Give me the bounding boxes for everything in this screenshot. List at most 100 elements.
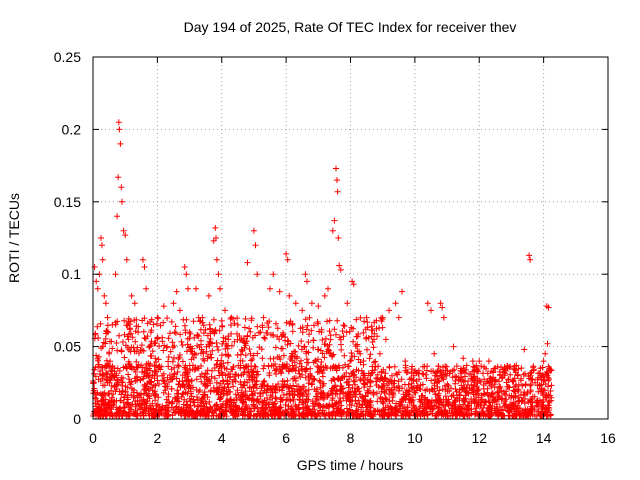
data-point <box>215 367 222 374</box>
data-point <box>299 307 306 314</box>
data-point <box>163 396 170 403</box>
data-point <box>149 412 156 419</box>
data-point <box>270 410 276 417</box>
data-point <box>336 262 343 269</box>
data-point <box>167 330 173 337</box>
data-point <box>121 394 128 401</box>
data-point <box>283 319 290 326</box>
data-point <box>317 384 324 391</box>
data-point <box>131 317 138 324</box>
data-point <box>414 384 421 391</box>
data-point <box>260 379 267 385</box>
data-point <box>380 398 387 405</box>
data-point <box>548 394 555 401</box>
x-tick-label: 12 <box>471 430 487 446</box>
data-point <box>338 386 345 393</box>
data-point <box>263 399 270 406</box>
data-point <box>103 327 110 334</box>
data-point <box>97 378 104 385</box>
data-point <box>298 357 304 364</box>
data-point <box>360 408 367 415</box>
data-point <box>176 307 183 314</box>
data-point <box>312 358 319 364</box>
data-point <box>214 343 221 350</box>
data-point <box>357 391 364 398</box>
data-point <box>505 376 512 383</box>
data-point <box>220 400 226 407</box>
data-point <box>460 355 467 362</box>
data-point <box>269 413 275 419</box>
data-point <box>320 390 327 396</box>
data-point <box>248 315 255 322</box>
data-point <box>123 322 130 329</box>
data-point <box>456 403 463 410</box>
data-point <box>502 365 508 372</box>
data-point <box>172 394 178 401</box>
data-point <box>271 401 277 407</box>
data-point <box>222 408 229 415</box>
data-point <box>528 369 535 376</box>
data-point <box>445 400 452 406</box>
data-point <box>242 352 249 359</box>
data-point <box>210 384 217 391</box>
data-point <box>240 382 247 388</box>
data-point <box>543 371 549 377</box>
data-point <box>470 385 477 392</box>
data-point <box>512 367 519 374</box>
data-point <box>171 354 177 361</box>
data-point <box>272 395 279 402</box>
data-point <box>501 372 508 379</box>
data-point <box>184 371 191 378</box>
data-point <box>433 369 439 376</box>
data-point <box>286 320 293 327</box>
data-point <box>539 390 546 397</box>
data-point <box>242 315 249 322</box>
data-point <box>470 374 477 380</box>
data-point <box>474 387 481 394</box>
data-point <box>212 327 219 333</box>
data-point <box>495 393 502 400</box>
data-point <box>439 401 446 408</box>
data-point <box>122 232 129 239</box>
data-point <box>260 365 267 372</box>
data-point <box>303 326 310 333</box>
data-point <box>280 352 287 359</box>
data-point <box>298 338 305 345</box>
data-point <box>303 365 310 372</box>
data-point <box>485 392 492 399</box>
data-point <box>501 403 508 409</box>
data-point <box>462 395 469 402</box>
data-point <box>267 285 273 292</box>
data-point <box>247 328 254 335</box>
data-point <box>234 321 241 328</box>
data-point <box>271 367 278 374</box>
data-point <box>99 242 105 249</box>
data-point <box>431 350 438 357</box>
data-point <box>466 371 473 377</box>
data-point <box>291 388 298 394</box>
data-point <box>351 353 358 360</box>
data-point <box>357 377 364 384</box>
data-point <box>414 411 421 418</box>
data-point <box>491 377 498 384</box>
data-point <box>121 354 128 361</box>
data-point <box>277 398 284 405</box>
data-point <box>177 331 184 338</box>
data-point <box>319 350 326 357</box>
data-point <box>270 332 277 339</box>
data-point <box>226 403 233 410</box>
data-point <box>342 390 349 397</box>
data-point <box>193 376 200 383</box>
data-point <box>193 351 199 358</box>
data-point <box>453 363 460 370</box>
data-point <box>253 413 260 420</box>
data-point <box>389 372 395 379</box>
x-axis-label: GPS time / hours <box>297 457 404 473</box>
data-point <box>368 333 375 340</box>
data-point <box>489 390 496 397</box>
data-point <box>133 412 140 419</box>
data-point <box>520 371 527 378</box>
data-point <box>436 409 443 416</box>
data-point <box>518 375 525 382</box>
data-point <box>279 409 286 416</box>
